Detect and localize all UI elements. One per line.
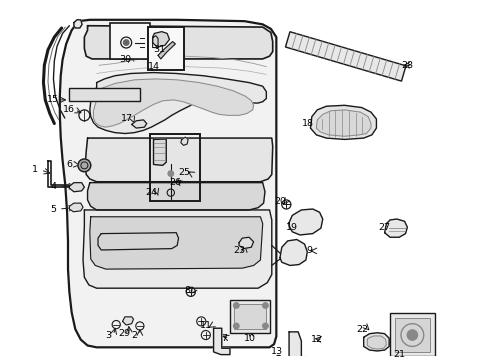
Polygon shape (90, 73, 266, 134)
Polygon shape (181, 137, 188, 145)
Circle shape (123, 40, 129, 45)
Polygon shape (272, 356, 287, 360)
Text: 9: 9 (305, 246, 311, 255)
Text: 29: 29 (118, 329, 130, 338)
Text: 8: 8 (184, 287, 190, 296)
Polygon shape (85, 138, 272, 182)
Polygon shape (213, 328, 229, 355)
Text: 4: 4 (50, 182, 56, 191)
Polygon shape (285, 32, 405, 81)
Text: 23: 23 (232, 246, 244, 255)
Text: 20: 20 (273, 197, 285, 206)
Text: 11: 11 (200, 321, 211, 330)
Polygon shape (152, 36, 158, 48)
Polygon shape (122, 317, 133, 325)
Bar (110, 23, 150, 59)
Polygon shape (366, 336, 386, 349)
Text: 21: 21 (392, 350, 405, 359)
Bar (229, 300, 269, 333)
Polygon shape (363, 333, 388, 351)
Text: 16: 16 (63, 105, 75, 114)
Polygon shape (152, 32, 169, 47)
Text: 10: 10 (244, 334, 255, 343)
Polygon shape (131, 120, 146, 128)
Polygon shape (84, 26, 272, 59)
Polygon shape (60, 20, 276, 347)
Text: 13: 13 (271, 347, 283, 356)
Polygon shape (87, 183, 264, 210)
Text: 28: 28 (401, 61, 412, 70)
Bar (389, 313, 434, 356)
Text: 26: 26 (169, 178, 181, 187)
Text: 6: 6 (66, 160, 72, 169)
Circle shape (262, 303, 267, 308)
Text: 31: 31 (153, 45, 165, 54)
Bar (233, 303, 266, 329)
Text: 2: 2 (131, 330, 137, 339)
Text: 17: 17 (121, 114, 133, 123)
Bar (69, 88, 140, 101)
Polygon shape (158, 42, 175, 59)
Text: 15: 15 (46, 95, 59, 104)
Circle shape (168, 171, 173, 176)
Polygon shape (288, 332, 310, 360)
Text: 5: 5 (50, 204, 56, 213)
Polygon shape (98, 233, 178, 250)
Text: 7: 7 (221, 334, 226, 343)
Circle shape (233, 303, 239, 308)
Polygon shape (239, 237, 253, 249)
Text: 14: 14 (147, 62, 159, 71)
Text: 18: 18 (302, 119, 314, 128)
Text: 3: 3 (105, 330, 111, 339)
Bar (150, 134, 200, 201)
Polygon shape (310, 105, 376, 139)
Bar (394, 318, 429, 352)
Text: 22: 22 (356, 325, 368, 334)
Circle shape (233, 323, 239, 329)
Text: 30: 30 (119, 55, 131, 64)
Polygon shape (69, 183, 84, 192)
Circle shape (78, 159, 91, 172)
Polygon shape (69, 203, 83, 212)
Polygon shape (153, 139, 166, 165)
Circle shape (262, 323, 267, 329)
Text: 27: 27 (378, 223, 390, 232)
Polygon shape (90, 217, 262, 269)
Text: 19: 19 (285, 223, 298, 232)
Polygon shape (316, 110, 370, 136)
Text: 25: 25 (178, 168, 190, 177)
Polygon shape (74, 20, 82, 28)
Circle shape (407, 330, 417, 340)
Text: 24: 24 (145, 188, 157, 197)
Text: 12: 12 (311, 335, 323, 344)
Bar (148, 27, 184, 70)
Polygon shape (288, 209, 322, 235)
Text: 1: 1 (32, 165, 38, 174)
Polygon shape (384, 219, 407, 237)
Polygon shape (280, 239, 306, 265)
Polygon shape (83, 210, 271, 288)
Polygon shape (93, 79, 253, 127)
